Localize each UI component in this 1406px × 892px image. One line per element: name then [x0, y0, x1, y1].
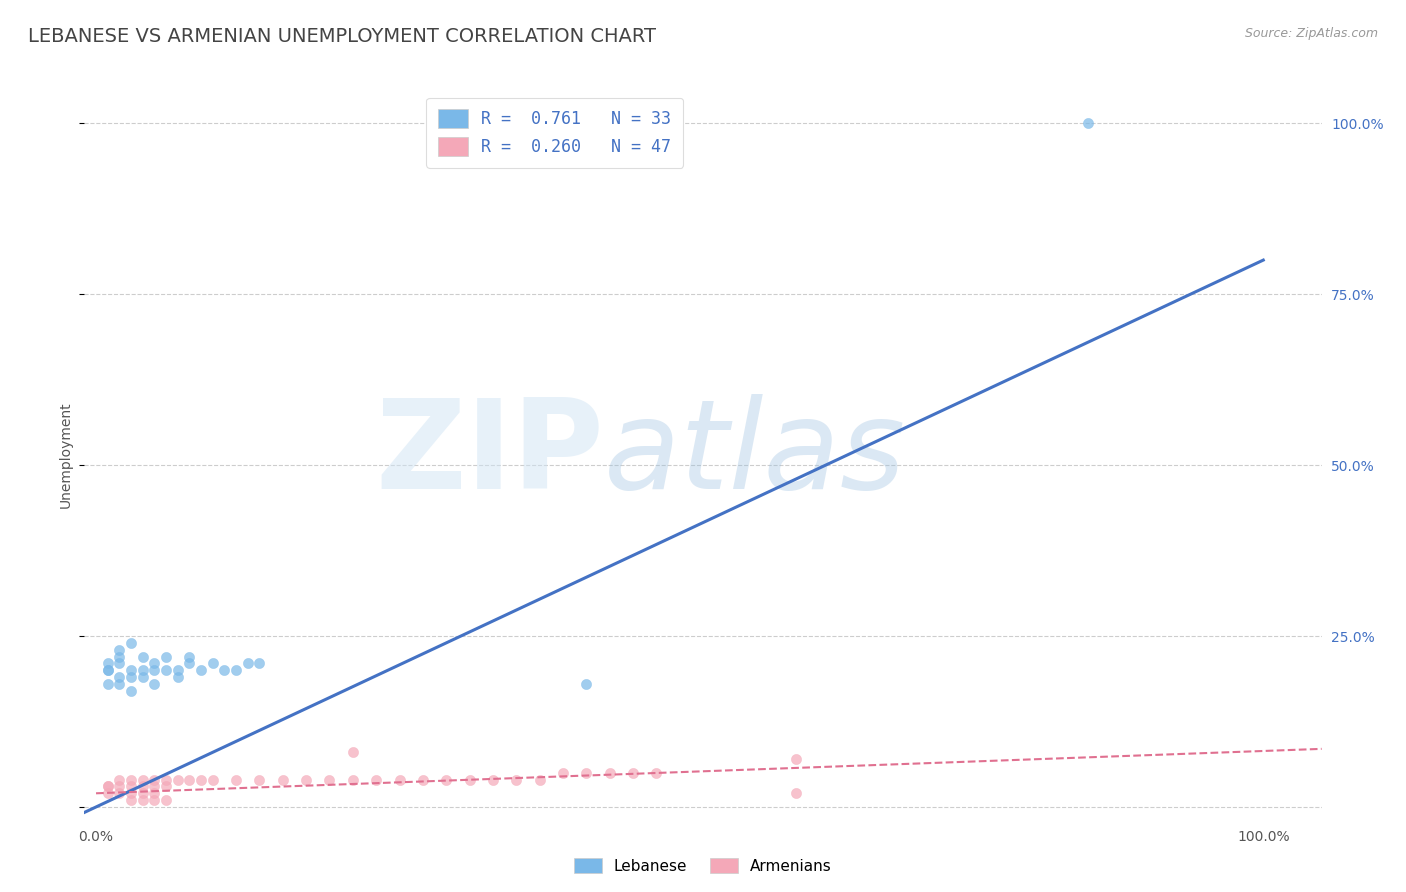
Legend: Lebanese, Armenians: Lebanese, Armenians [568, 852, 838, 880]
Point [108, 677, 131, 691]
Point [97, 677, 120, 691]
Y-axis label: Unemployment: Unemployment [59, 401, 73, 508]
Point [366, 772, 388, 787]
Point [295, 772, 318, 787]
Point [599, 765, 621, 780]
Point [179, 657, 201, 671]
Point [143, 663, 166, 677]
Point [458, 772, 481, 787]
Point [97, 780, 120, 794]
Point [271, 772, 294, 787]
Point [155, 793, 177, 807]
Legend: R =  0.761   N = 33, R =  0.260   N = 47: R = 0.761 N = 33, R = 0.260 N = 47 [426, 97, 683, 168]
Point [551, 765, 574, 780]
Point [143, 780, 166, 794]
Point [575, 765, 598, 780]
Point [318, 772, 340, 787]
Point [132, 772, 155, 787]
Point [143, 786, 166, 800]
Point [120, 786, 142, 800]
Point [1077, 116, 1099, 130]
Text: Source: ZipAtlas.com: Source: ZipAtlas.com [1244, 27, 1378, 40]
Point [201, 657, 224, 671]
Point [108, 786, 131, 800]
Point [621, 765, 644, 780]
Point [132, 663, 155, 677]
Point [97, 657, 120, 671]
Point [190, 663, 212, 677]
Point [120, 663, 142, 677]
Point [225, 663, 247, 677]
Point [575, 677, 598, 691]
Point [108, 772, 131, 787]
Point [785, 752, 807, 766]
Point [97, 663, 120, 677]
Point [120, 636, 142, 650]
Point [155, 649, 177, 664]
Point [412, 772, 434, 787]
Text: ZIP: ZIP [375, 394, 605, 516]
Point [201, 772, 224, 787]
Point [179, 649, 201, 664]
Point [97, 663, 120, 677]
Point [155, 772, 177, 787]
Point [342, 745, 364, 759]
Point [97, 780, 120, 794]
Point [155, 780, 177, 794]
Point [505, 772, 527, 787]
Point [120, 683, 142, 698]
Point [143, 677, 166, 691]
Point [120, 780, 142, 794]
Point [166, 772, 188, 787]
Point [120, 793, 142, 807]
Point [155, 663, 177, 677]
Point [120, 670, 142, 684]
Point [108, 780, 131, 794]
Point [97, 786, 120, 800]
Point [132, 649, 155, 664]
Point [108, 657, 131, 671]
Point [166, 670, 188, 684]
Point [434, 772, 457, 787]
Point [225, 772, 247, 787]
Point [143, 657, 166, 671]
Point [132, 670, 155, 684]
Point [482, 772, 505, 787]
Point [388, 772, 411, 787]
Point [143, 793, 166, 807]
Point [785, 786, 807, 800]
Point [214, 663, 236, 677]
Point [645, 765, 668, 780]
Point [108, 670, 131, 684]
Point [132, 786, 155, 800]
Text: LEBANESE VS ARMENIAN UNEMPLOYMENT CORRELATION CHART: LEBANESE VS ARMENIAN UNEMPLOYMENT CORREL… [28, 27, 657, 45]
Point [166, 663, 188, 677]
Point [132, 780, 155, 794]
Point [108, 642, 131, 657]
Text: atlas: atlas [605, 394, 905, 516]
Point [249, 772, 271, 787]
Point [143, 772, 166, 787]
Point [132, 793, 155, 807]
Point [249, 657, 271, 671]
Point [179, 772, 201, 787]
Point [120, 772, 142, 787]
Point [108, 649, 131, 664]
Point [342, 772, 364, 787]
Point [190, 772, 212, 787]
Point [529, 772, 551, 787]
Point [236, 657, 259, 671]
